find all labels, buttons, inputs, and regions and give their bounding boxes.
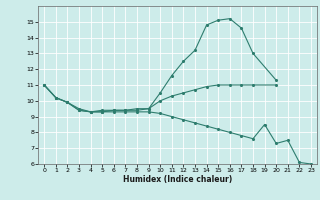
X-axis label: Humidex (Indice chaleur): Humidex (Indice chaleur)	[123, 175, 232, 184]
